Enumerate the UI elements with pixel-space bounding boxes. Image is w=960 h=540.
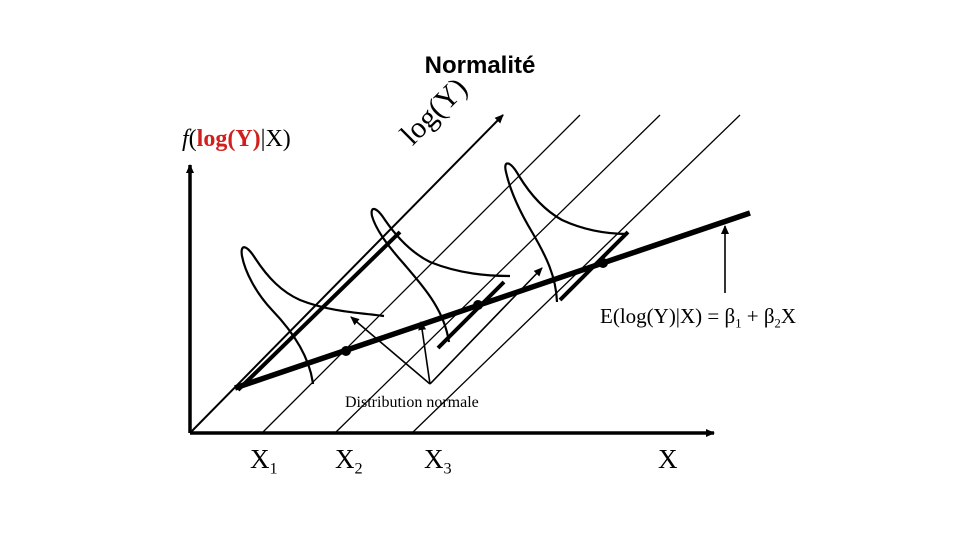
x-tick-3: X3 bbox=[424, 444, 452, 478]
normal-curve-1 bbox=[240, 246, 385, 385]
distribution-annotation: Distribution normale bbox=[345, 394, 479, 411]
page-title: Normalité bbox=[424, 52, 536, 79]
x-axis-label: X bbox=[658, 444, 678, 474]
normal-curve-2 bbox=[370, 207, 511, 343]
mean-point-1 bbox=[341, 346, 351, 356]
regression-equation: E(log(Y)|X) = β1 + β2X bbox=[600, 304, 796, 331]
depth-axis bbox=[189, 114, 504, 434]
base-segment-1 bbox=[236, 230, 402, 392]
depth-guides bbox=[261, 114, 741, 434]
distribution-callout-arrows bbox=[350, 267, 543, 385]
base-segment-3 bbox=[558, 230, 630, 302]
x-tick-1: X1 bbox=[250, 444, 278, 478]
normal-curve-3 bbox=[504, 162, 629, 303]
regression-line bbox=[234, 210, 751, 391]
x-tick-2: X2 bbox=[335, 444, 363, 478]
y-axis-label: f(log(Y)|X) bbox=[182, 126, 291, 152]
